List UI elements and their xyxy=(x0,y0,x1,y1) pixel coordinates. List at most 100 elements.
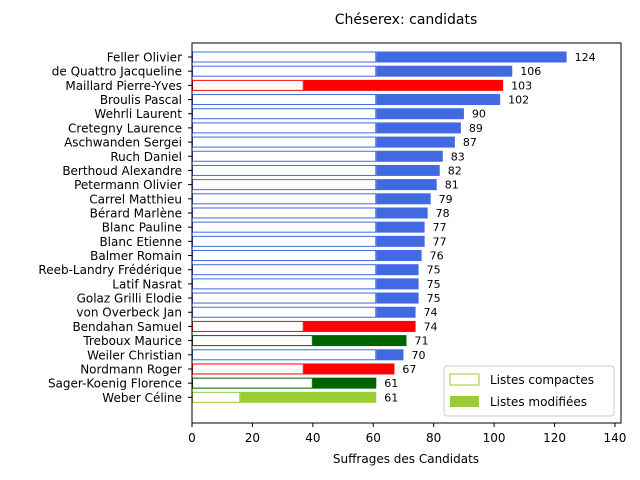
bar-compact xyxy=(192,391,241,403)
value-label: 61 xyxy=(384,391,398,404)
bar-compact xyxy=(192,51,377,63)
value-label: 79 xyxy=(439,193,453,206)
category-label: Maillard Pierre-Yves xyxy=(65,79,182,93)
legend-swatch-modified xyxy=(450,396,479,407)
value-label: 103 xyxy=(511,79,532,92)
category-label: Treboux Maurice xyxy=(82,334,182,348)
value-label: 83 xyxy=(451,150,465,163)
plot-frame xyxy=(191,42,622,424)
x-tick-label: 120 xyxy=(543,431,566,445)
value-label: 76 xyxy=(430,250,444,263)
category-label: Sager-Koenig Florence xyxy=(48,377,182,391)
category-label: Ruch Daniel xyxy=(110,150,182,164)
value-label: 90 xyxy=(472,108,486,121)
bar-modified xyxy=(376,235,425,247)
bar-modified xyxy=(376,150,443,162)
bar-compact xyxy=(192,377,313,389)
bar-compact xyxy=(192,264,377,276)
category-label: Golaz Grilli Elodie xyxy=(77,292,182,306)
category-label: Berthoud Alexandre xyxy=(62,164,182,178)
bar-compact xyxy=(192,193,377,205)
bar-modified xyxy=(376,221,425,233)
bar-modified xyxy=(303,320,416,332)
chart-title: Chéserex: candidats xyxy=(335,12,478,28)
bar-compact xyxy=(192,250,377,262)
bar-modified xyxy=(376,94,501,106)
category-label: Weber Céline xyxy=(102,391,182,405)
legend-box xyxy=(443,365,615,417)
category-label: Reeb-Landry Frédérique xyxy=(38,263,182,277)
bar-modified xyxy=(303,79,504,91)
value-label: 75 xyxy=(427,264,441,277)
bar-modified xyxy=(376,306,416,318)
bar-modified xyxy=(240,391,377,403)
value-label: 106 xyxy=(520,65,541,78)
value-label: 71 xyxy=(415,335,429,348)
bar-compact xyxy=(192,94,377,106)
bar-modified xyxy=(376,136,455,148)
bar-modified xyxy=(376,278,419,290)
bar-compact xyxy=(192,122,377,134)
value-label: 75 xyxy=(427,292,441,305)
value-label: 70 xyxy=(411,349,425,362)
category-label: Cretegny Laurence xyxy=(68,121,182,135)
category-label: Petermann Olivier xyxy=(74,178,182,192)
value-label: 74 xyxy=(424,306,438,319)
bar-compact xyxy=(192,79,304,91)
legend-label-modified: Listes modifiées xyxy=(490,395,587,409)
legend-label-compact: Listes compactes xyxy=(490,373,594,387)
value-label: 61 xyxy=(384,377,398,390)
bar-modified xyxy=(376,349,404,361)
bar-modified xyxy=(376,65,513,77)
category-label: Feller Olivier xyxy=(107,51,182,65)
value-label: 81 xyxy=(445,179,459,192)
legend-swatch-compact xyxy=(449,373,480,386)
value-label: 102 xyxy=(508,94,529,107)
bar-modified xyxy=(376,122,461,134)
value-label: 124 xyxy=(575,51,596,64)
category-label: Bendahan Samuel xyxy=(72,320,182,334)
x-axis-label: Suffrages des Candidats xyxy=(333,452,479,466)
bar-compact xyxy=(192,335,313,347)
bar-compact xyxy=(192,136,377,148)
bar-compact xyxy=(192,306,377,318)
value-label: 87 xyxy=(463,136,477,149)
value-labels: 1241061031029089878382817978777776757575… xyxy=(384,51,595,404)
bar-modified xyxy=(376,108,464,120)
value-label: 74 xyxy=(424,320,438,333)
bar-modified xyxy=(376,264,419,276)
bar-compact xyxy=(192,349,377,361)
bar-compact xyxy=(192,207,377,219)
x-tick-label: 20 xyxy=(245,431,260,445)
bar-modified xyxy=(376,179,437,191)
category-label: Blanc Etienne xyxy=(99,235,182,249)
x-axis-ticks: 0 20 40 60 80 100 120 140 xyxy=(188,423,626,445)
category-label: Weiler Christian xyxy=(87,348,182,362)
bar-modified xyxy=(376,193,431,205)
value-label: 67 xyxy=(402,363,416,376)
value-label: 82 xyxy=(448,164,462,177)
category-label: von Overbeck Jan xyxy=(76,306,182,320)
value-label: 77 xyxy=(433,235,447,248)
category-label: Balmer Romain xyxy=(90,249,182,263)
value-label: 78 xyxy=(436,207,450,220)
category-label: Blanc Pauline xyxy=(102,221,182,235)
x-tick-label: 80 xyxy=(426,431,441,445)
x-tick-label: 140 xyxy=(604,431,627,445)
category-label: Bérard Marlène xyxy=(90,206,182,220)
bar-modified xyxy=(376,250,422,262)
category-label: Broulis Pascal xyxy=(100,93,182,107)
bar-compact xyxy=(192,150,377,162)
bar-compact xyxy=(192,363,304,375)
category-label: Carrel Matthieu xyxy=(89,192,182,206)
category-label: Latif Nasrat xyxy=(112,277,182,291)
value-label: 75 xyxy=(427,278,441,291)
bar-modified xyxy=(312,377,377,389)
x-tick-label: 0 xyxy=(188,431,196,445)
bar-compact xyxy=(192,221,377,233)
bar-compact xyxy=(192,292,377,304)
bar-modified xyxy=(376,207,428,219)
bar-compact xyxy=(192,65,377,77)
